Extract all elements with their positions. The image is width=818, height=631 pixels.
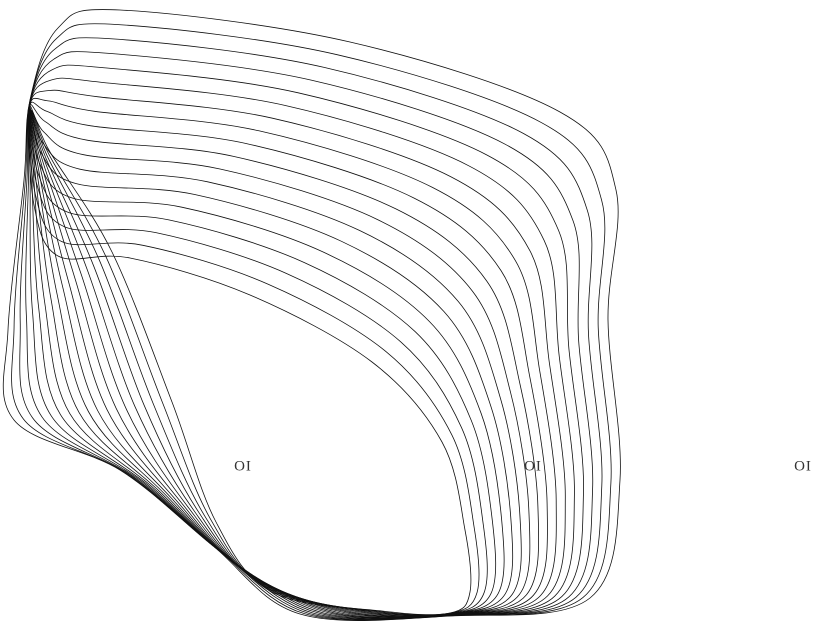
curve bbox=[28, 109, 480, 616]
curve bbox=[28, 77, 575, 620]
curve bbox=[29, 101, 548, 619]
curve bbox=[19, 37, 603, 621]
curve bbox=[2, 9, 621, 621]
curve bbox=[11, 23, 612, 621]
curve-family bbox=[2, 9, 621, 621]
curve bbox=[28, 109, 472, 616]
label: OI bbox=[524, 458, 542, 474]
curve bbox=[27, 64, 584, 620]
curve bbox=[29, 108, 505, 617]
curve bbox=[29, 107, 522, 617]
curve bbox=[29, 109, 488, 616]
curve bbox=[29, 105, 531, 618]
label: OI bbox=[794, 458, 812, 474]
curve bbox=[29, 104, 540, 618]
curve bbox=[25, 51, 594, 620]
curve bbox=[29, 108, 514, 617]
curve bbox=[28, 89, 566, 619]
curve bbox=[28, 97, 557, 619]
label: OI bbox=[234, 458, 252, 474]
curve bbox=[29, 109, 497, 616]
